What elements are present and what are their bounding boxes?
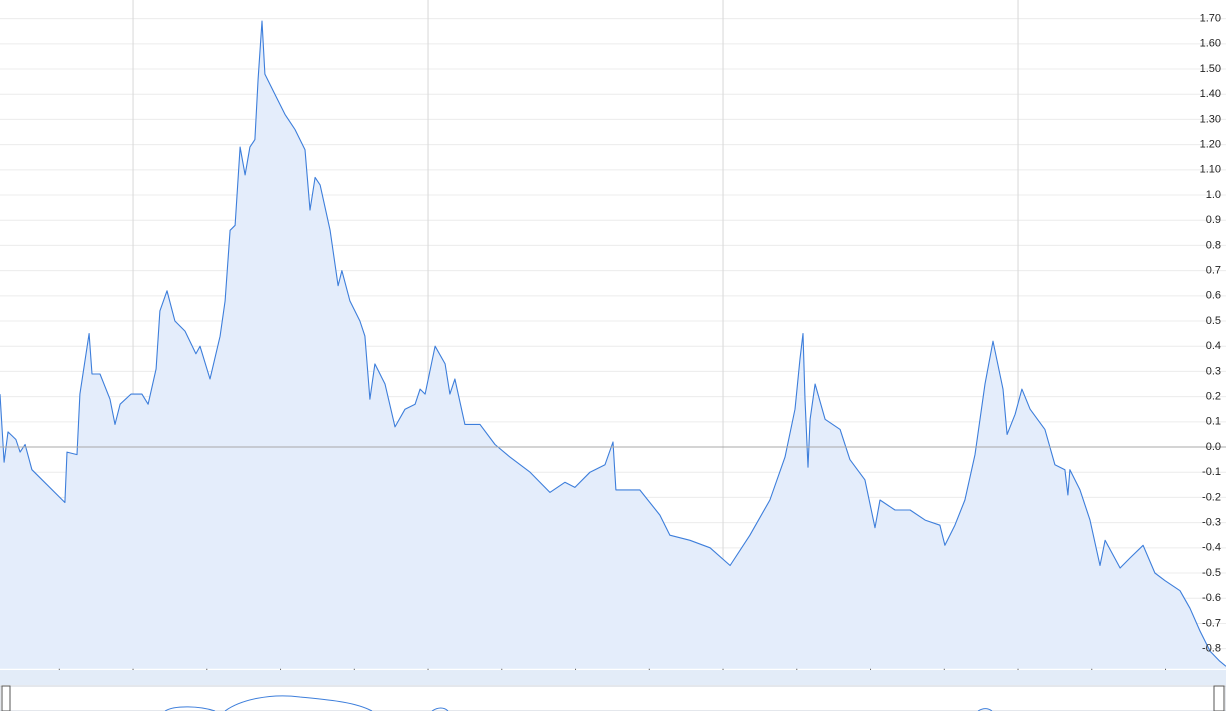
y-tick-label: 0.8 [1206,239,1221,251]
y-tick-label: 1.30 [1200,113,1221,125]
y-tick-label: -0.6 [1202,592,1221,604]
y-tick-label: 1.10 [1200,164,1221,176]
y-tick-label: 0.7 [1206,265,1221,277]
y-tick-label: 1.70 [1200,13,1221,25]
y-tick-label: 0.0 [1206,441,1221,453]
y-tick-label: 0.6 [1206,290,1221,302]
area-fill [0,21,1226,669]
y-tick-label: -0.7 [1202,617,1221,629]
navigator-handle[interactable] [1,685,11,711]
y-tick-label: 0.2 [1206,391,1221,403]
x-axis-band [0,670,1226,685]
navigator-line [164,695,993,711]
y-tick-label: 0.9 [1206,214,1221,226]
y-tick-label: 1.40 [1200,88,1221,100]
area-line [0,20,1226,667]
y-tick-label: 1.50 [1200,63,1221,75]
y-tick-label: -0.8 [1202,643,1221,655]
y-tick-label: 0.4 [1206,340,1221,352]
y-tick-label: 1.0 [1206,189,1221,201]
y-tick-label: -0.5 [1202,567,1221,579]
y-tick-label: -0.1 [1202,466,1221,478]
y-tick-label: 0.3 [1206,365,1221,377]
navigator[interactable] [0,685,1226,711]
y-tick-label: -0.3 [1202,517,1221,529]
navigator-handle[interactable] [1213,685,1225,711]
y-tick-label: 0.5 [1206,315,1221,327]
y-tick-label: -0.4 [1202,542,1221,554]
y-tick-label: 1.20 [1200,139,1221,151]
y-tick-label: 1.60 [1200,38,1221,50]
y-tick-label: 0.1 [1206,416,1221,428]
y-tick-label: -0.2 [1202,491,1221,503]
